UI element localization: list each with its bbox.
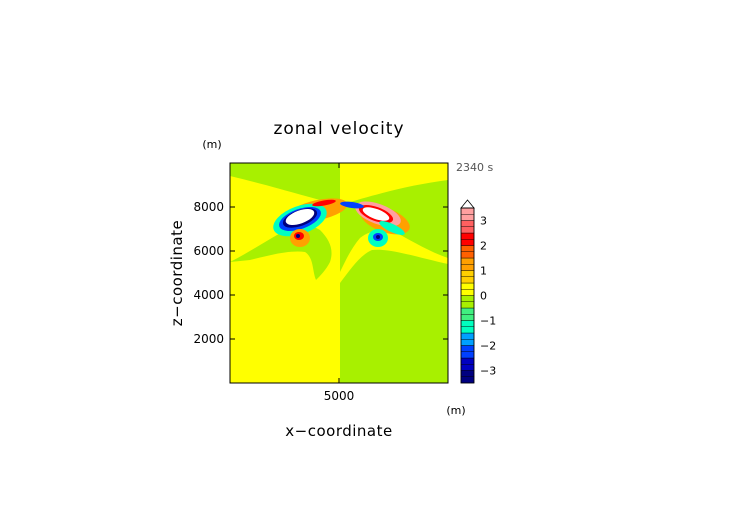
colorbar-segment (460, 295, 475, 302)
x-axis-label: x−coordinate (285, 422, 392, 440)
colorbar-segment (460, 251, 475, 259)
colorbar-segment (460, 345, 475, 352)
colorbar-segment (460, 339, 475, 346)
colorbar-segment (460, 301, 475, 309)
y-axis: 2000 4000 6000 8000 (193, 200, 448, 346)
y-tick-label: 6000 (193, 244, 224, 258)
colorbar-segment (460, 220, 475, 227)
colorbar-segment (460, 326, 475, 334)
colorbar-segment (460, 289, 475, 296)
left-lower-dark (296, 234, 300, 238)
colorbar-segment (460, 245, 475, 252)
colorbar-tick-label: −1 (480, 315, 496, 328)
y-axis-label: z−coordinate (168, 220, 186, 326)
colorbar-segment (460, 207, 475, 215)
right-lower-dark (376, 235, 380, 239)
colorbar-segment (460, 282, 475, 290)
x-tick-label: 5000 (324, 389, 355, 403)
left-red-jet (312, 199, 336, 207)
colorbar-segment (460, 276, 475, 284)
y-tick-label: 8000 (193, 200, 224, 214)
x-unit-label: (m) (446, 404, 465, 417)
colorbar-tick-label: 1 (480, 265, 487, 278)
colorbar-segment (460, 264, 475, 271)
plot-area (230, 163, 448, 383)
colorbar-segment (460, 239, 475, 246)
colorbar-segment (460, 370, 475, 377)
colorbar-segment (460, 214, 475, 221)
colorbar-segment (460, 307, 475, 315)
upper-left-negative-region (230, 163, 340, 205)
colorbar-segment (460, 351, 475, 359)
colorbar-frame (460, 207, 475, 384)
right-blue-jet (340, 201, 364, 209)
right-core (362, 207, 390, 221)
y-tick-label: 4000 (193, 288, 224, 302)
colorbar-tick-label: 3 (480, 215, 487, 228)
left-core (285, 209, 315, 225)
right-cyan-edge (379, 221, 405, 235)
colorbar-segment (460, 376, 475, 384)
colorbar-segment (460, 257, 475, 265)
right-positive-plume (340, 230, 448, 283)
colorbar-segment (460, 226, 475, 234)
colorbar: 3 2 1 0 −1 −2 −3 (460, 199, 496, 384)
time-label: 2340 s (456, 161, 493, 174)
colorbar-tick-label: −3 (480, 365, 496, 378)
colorbar-extend-arrow (460, 199, 475, 209)
colorbar-segment (460, 364, 475, 371)
colorbar-tick-label: 0 (480, 290, 487, 303)
colorbar-segment (460, 232, 475, 240)
colorbar-segment (460, 332, 475, 340)
y-tick-label: 2000 (193, 332, 224, 346)
colorbar-tick-label: −2 (480, 340, 496, 353)
chart-title: zonal velocity (273, 119, 404, 139)
x-axis: 5000 (324, 163, 355, 403)
colorbar-tick-label: 2 (480, 240, 487, 253)
colorbar-segment (460, 357, 475, 365)
colorbar-segment (460, 270, 475, 277)
y-unit-label: (m) (202, 138, 221, 151)
colorbar-segment (460, 320, 475, 327)
upper-right-positive-region (340, 163, 448, 205)
colorbar-segment (460, 314, 475, 321)
